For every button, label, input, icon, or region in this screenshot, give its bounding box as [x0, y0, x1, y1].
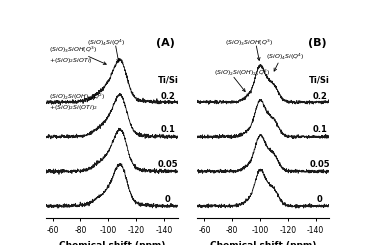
Text: $(SiO)_4Si(Q^4)$: $(SiO)_4Si(Q^4)$ — [266, 52, 304, 62]
Text: 0: 0 — [317, 195, 322, 204]
Text: $(SiO)_2Si(OH)_2(Q^2)$: $(SiO)_2Si(OH)_2(Q^2)$ — [49, 92, 105, 102]
Text: $+(SiO)_2SiOTi)$: $+(SiO)_2SiOTi)$ — [49, 56, 92, 65]
Text: $(SiO)_3SiOH(Q^3)$: $(SiO)_3SiOH(Q^3)$ — [225, 38, 273, 48]
Text: 0.1: 0.1 — [312, 125, 327, 134]
Text: $+(SiO)_2Si(OTi)_2$: $+(SiO)_2Si(OTi)_2$ — [49, 103, 98, 112]
X-axis label: Chemical shift (ppm): Chemical shift (ppm) — [210, 241, 317, 245]
Text: (B): (B) — [308, 38, 326, 48]
Text: (A): (A) — [156, 38, 175, 48]
Text: 0.2: 0.2 — [312, 92, 327, 101]
Text: 0.2: 0.2 — [161, 92, 175, 101]
Text: 0.1: 0.1 — [161, 125, 175, 134]
X-axis label: Chemical shift (ppm): Chemical shift (ppm) — [59, 241, 165, 245]
Text: $(SiO)_2Si(OH)_2(Q^2)$: $(SiO)_2Si(OH)_2(Q^2)$ — [214, 68, 270, 78]
Text: Ti/Si: Ti/Si — [157, 75, 178, 84]
Text: 0.05: 0.05 — [158, 160, 178, 169]
Text: $(SiO)_4Si(Q^4)$: $(SiO)_4Si(Q^4)$ — [87, 38, 126, 48]
Text: $(SiO)_3SiOH(Q^3)$: $(SiO)_3SiOH(Q^3)$ — [49, 45, 97, 55]
Text: 0: 0 — [165, 195, 171, 204]
Text: 0.05: 0.05 — [309, 160, 330, 169]
Text: Ti/Si: Ti/Si — [309, 75, 330, 84]
